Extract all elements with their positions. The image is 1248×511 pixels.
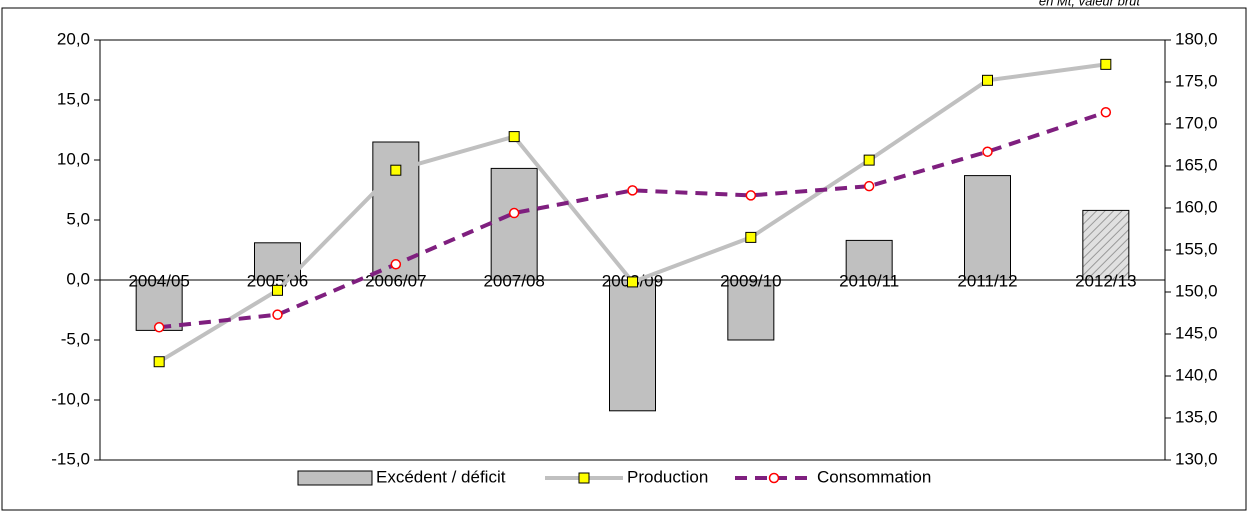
legend-swatch <box>297 470 373 486</box>
y2-tick-label: 145,0 <box>1175 323 1218 342</box>
marker <box>272 284 283 296</box>
y2-tick-label: 180,0 <box>1175 29 1218 48</box>
bar <box>845 239 893 281</box>
x-tick-label: 2007/08 <box>483 271 544 290</box>
legend-marker <box>578 472 590 484</box>
marker <box>272 309 283 320</box>
y2-tick-label: 170,0 <box>1175 113 1218 132</box>
x-tick-label: 2009/10 <box>720 271 781 290</box>
y-tick-label: 5,0 <box>66 209 90 228</box>
y-tick-label: -15,0 <box>51 449 90 468</box>
x-tick-label: 2012/13 <box>1075 271 1136 290</box>
y2-tick-label: 160,0 <box>1175 197 1218 216</box>
y2-tick-label: 140,0 <box>1175 365 1218 384</box>
marker <box>153 322 165 333</box>
marker <box>627 276 638 288</box>
y2-tick-label: 130,0 <box>1175 449 1218 468</box>
y2-tick-label: 150,0 <box>1175 281 1218 300</box>
marker <box>508 207 520 219</box>
y-tick-label: 15,0 <box>57 89 90 108</box>
bar <box>490 167 538 281</box>
y-tick-label: 20,0 <box>57 29 90 48</box>
series-line <box>158 110 1107 330</box>
marker <box>508 131 520 143</box>
x-tick-label: 2011/12 <box>957 271 1017 290</box>
x-tick-label: 2004/05 <box>128 271 189 290</box>
legend-label: Consommation <box>817 467 931 486</box>
marker <box>863 154 875 166</box>
marker <box>627 185 638 196</box>
legend-label: Excédent / déficit <box>376 467 506 486</box>
y2-tick-label: 175,0 <box>1175 71 1218 90</box>
chart-frame <box>1 7 1247 511</box>
marker <box>745 231 757 243</box>
marker <box>982 74 993 86</box>
bar <box>964 175 1011 281</box>
y-tick-label: 0,0 <box>66 269 90 288</box>
bar <box>609 279 656 412</box>
marker <box>390 164 402 176</box>
bar <box>727 279 775 341</box>
bar <box>1082 209 1130 281</box>
marker <box>390 259 402 270</box>
x-tick-label: 2006/07 <box>365 271 426 290</box>
unit-note: en Mt, valeur brut <box>1039 0 1142 8</box>
x-tick-label: 2010/11 <box>839 271 899 290</box>
marker <box>745 190 757 201</box>
legend-marker <box>768 472 780 484</box>
marker <box>1100 106 1112 118</box>
marker <box>153 356 165 368</box>
y-tick-label: 10,0 <box>57 149 90 168</box>
y-tick-label: -10,0 <box>51 389 90 408</box>
marker <box>1100 58 1112 70</box>
y-tick-label: -5,0 <box>61 329 90 348</box>
y2-tick-label: 165,0 <box>1175 155 1218 174</box>
y2-tick-label: 135,0 <box>1175 407 1218 426</box>
marker <box>863 180 875 192</box>
marker <box>982 146 993 157</box>
legend-label: Production <box>627 467 708 486</box>
y2-tick-label: 155,0 <box>1175 239 1218 258</box>
